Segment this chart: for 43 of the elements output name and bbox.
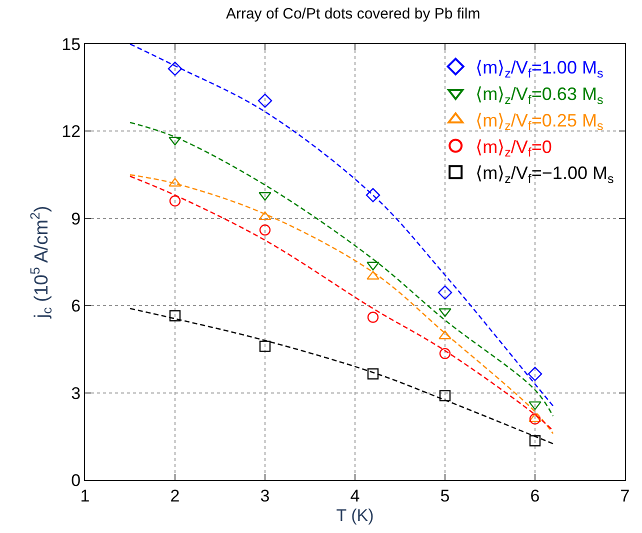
y-tick-label: 0 [71,470,81,490]
x-tick-label: 3 [260,486,270,506]
x-tick-label: 7 [620,486,630,506]
point [259,224,271,236]
y-tick-label: 15 [62,34,81,54]
point [168,136,182,146]
point [168,178,182,187]
point [258,211,272,220]
x-tick-label: 2 [170,486,180,506]
point [438,285,452,300]
point [439,390,451,402]
point [439,348,451,360]
legend-label: ⟨m⟩$_{z}$/V$_{f}$=0 [476,136,552,160]
x-tick-label: 1 [80,486,90,506]
y-tick-label: 6 [71,296,81,316]
chart-title: Array of Co/Pt dots covered by Pb film [226,5,480,22]
point [259,340,271,352]
point [528,366,542,382]
point [438,308,452,318]
point [529,413,541,425]
legend-label: ⟨m⟩$_{z}$/V$_{f}$=1.00 M$_{s}$ [476,58,604,80]
x-tick-label: 4 [350,486,360,506]
legend-label: ⟨m⟩$_{z}$/V$_{f}$=0.63 M$_{s}$ [476,84,604,107]
point [366,270,380,280]
point [529,435,541,446]
point [366,188,380,202]
point [258,94,272,108]
y-tick-label: 3 [71,384,81,403]
point [169,310,181,322]
y-tick-label: 12 [62,122,81,142]
point [528,413,542,422]
point [528,401,542,410]
legend-label: ⟨m⟩$_{z}$/V$_{f}$=0.25 M$_{s}$ [476,110,604,134]
point [367,312,379,323]
x-axis-title: T (K) [336,506,374,525]
point [169,195,181,207]
y-tick-label: 9 [71,209,81,228]
legend-label: ⟨m⟩$_{z}$/V$_{f}$=−1.00 M$_{s}$ [476,163,614,186]
x-tick-label: 6 [530,486,540,506]
point [367,368,379,380]
point [366,262,380,271]
x-tick-label: 5 [440,486,450,506]
point [168,62,182,76]
